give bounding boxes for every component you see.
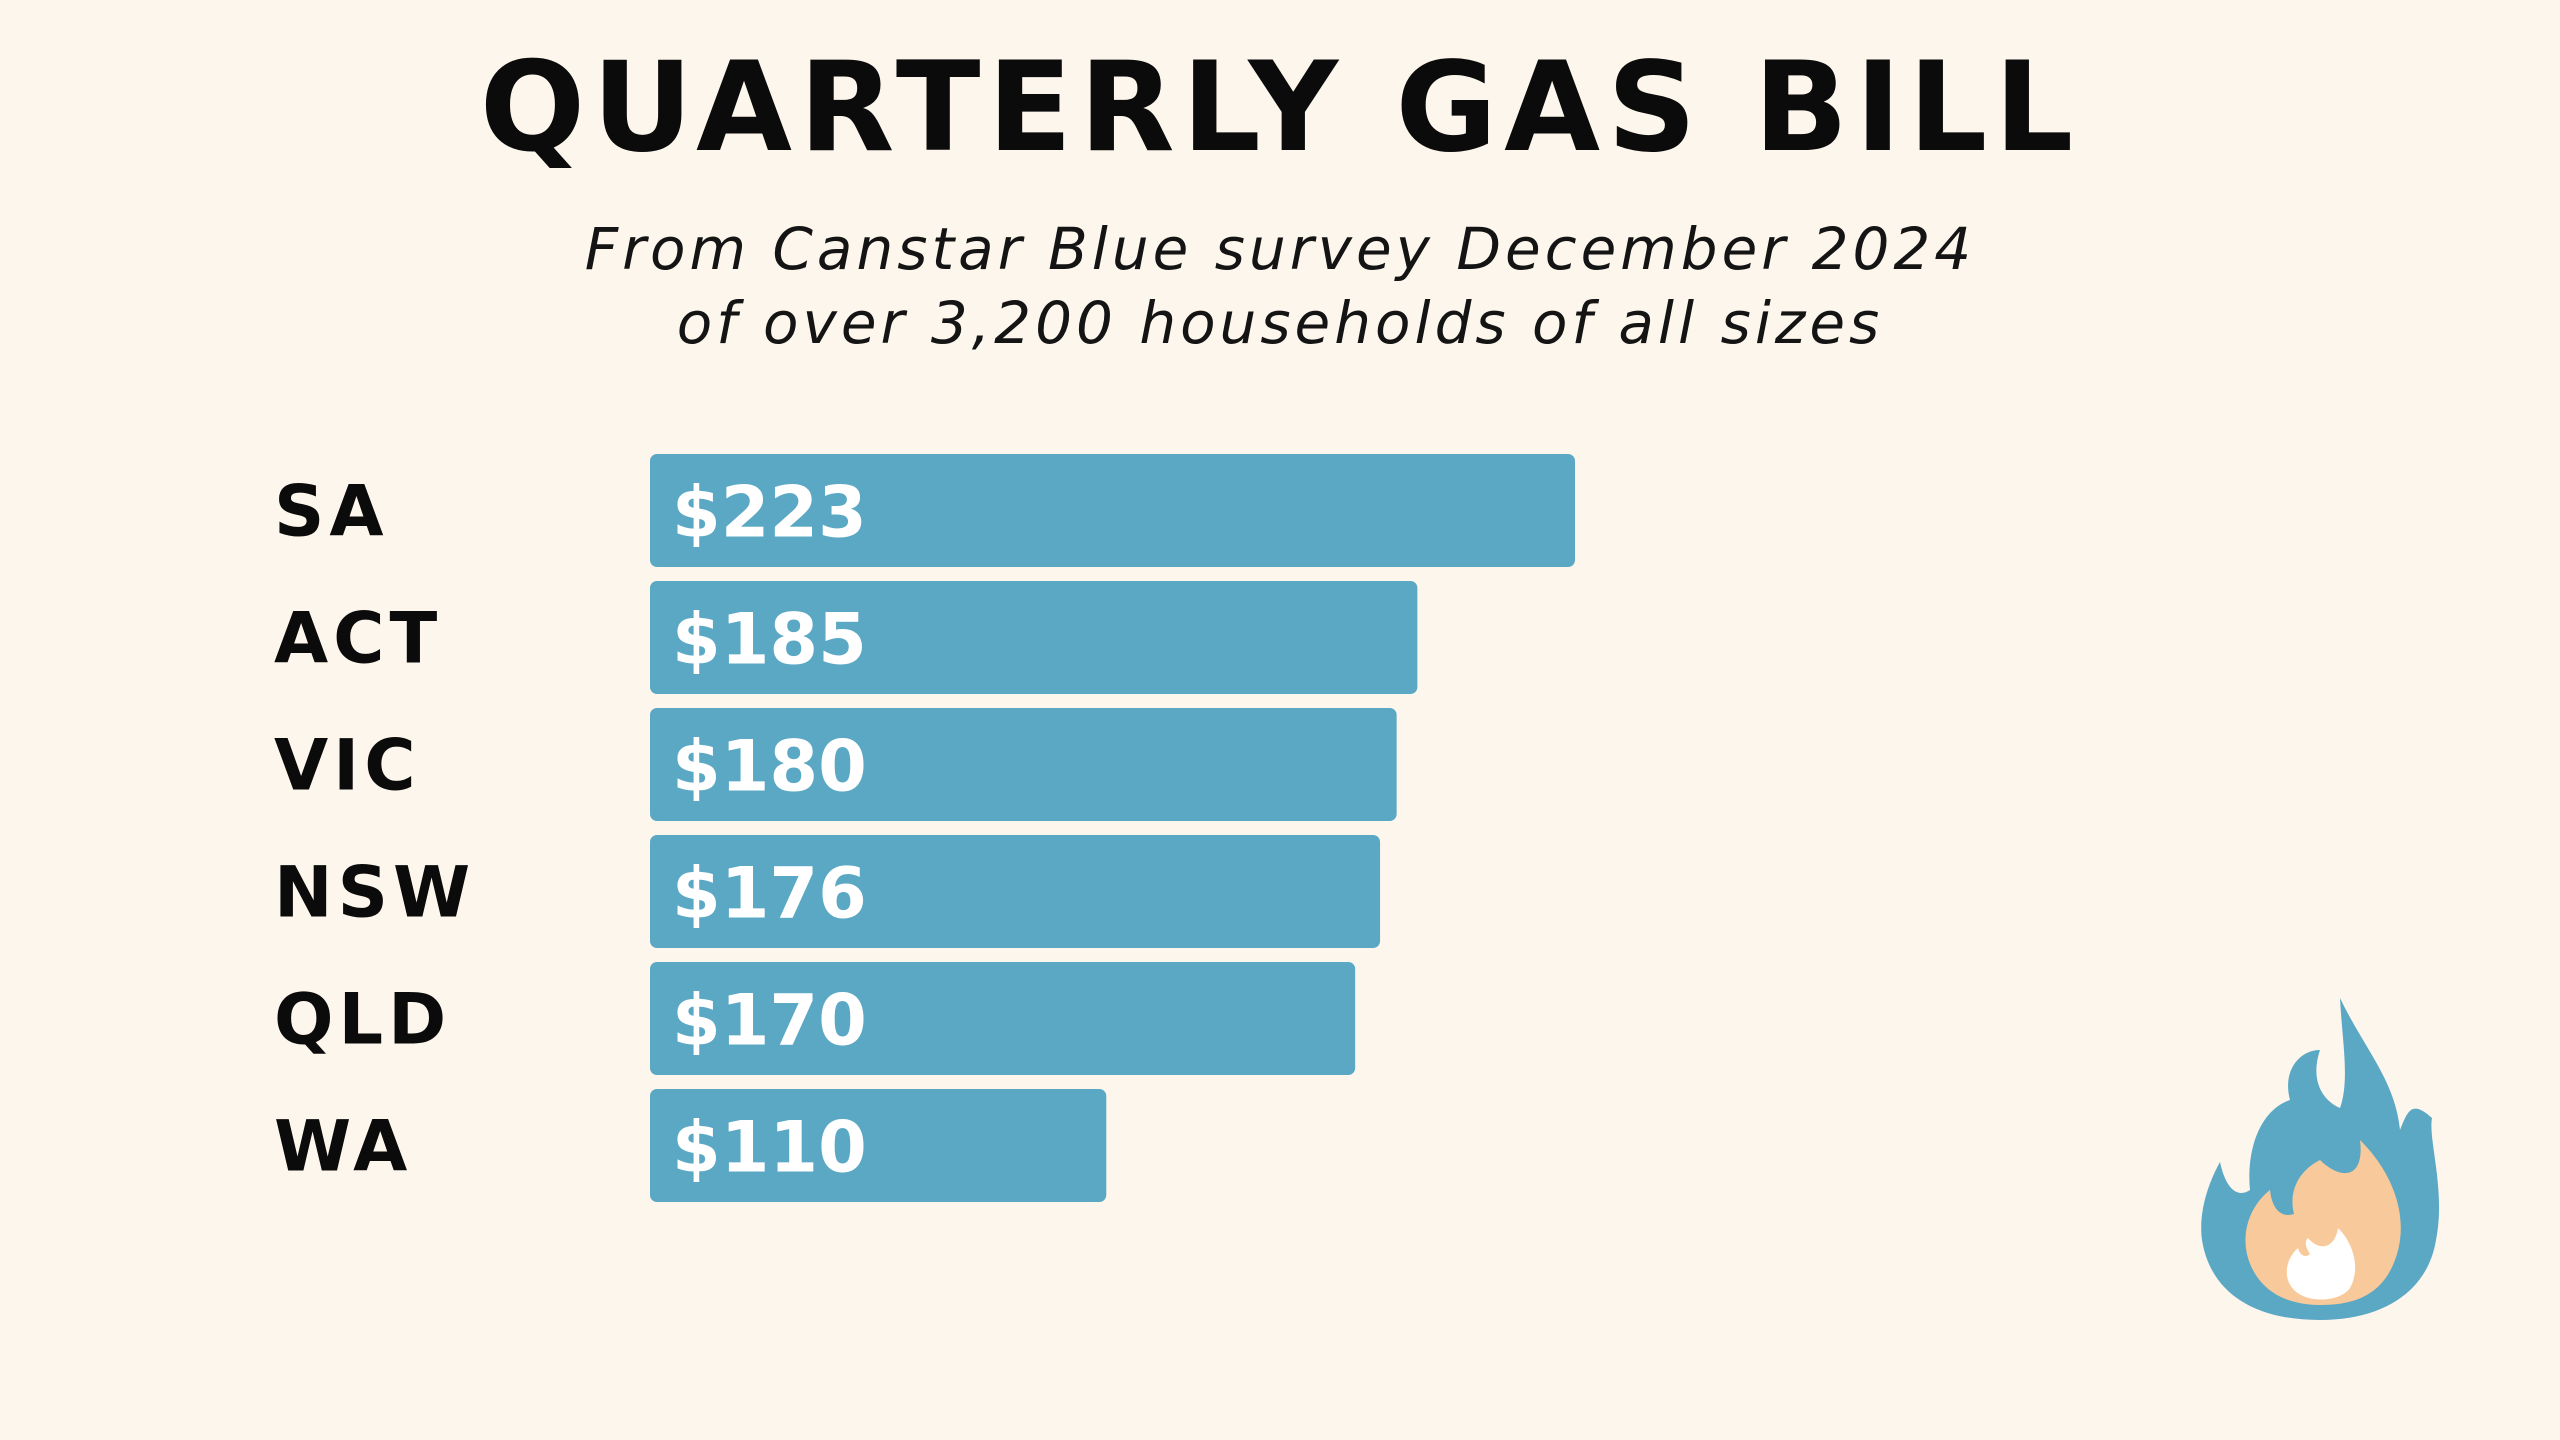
- bar-vic: [650, 708, 1397, 821]
- value-label-qld: $170: [672, 980, 867, 1062]
- category-label-act: ACT: [274, 598, 442, 680]
- bar-act: [650, 581, 1418, 694]
- value-label-wa: $110: [672, 1107, 867, 1189]
- value-label-vic: $180: [672, 726, 867, 808]
- category-label-vic: VIC: [274, 725, 421, 807]
- flame-icon: [2201, 998, 2440, 1320]
- category-label-qld: QLD: [274, 979, 451, 1061]
- category-label-wa: WA: [274, 1106, 412, 1188]
- value-label-nsw: $176: [672, 853, 867, 935]
- flame-inner-icon: [2245, 1140, 2401, 1305]
- subtitle-line-1: From Canstar Blue survey December 2024: [584, 215, 1976, 283]
- bar-qld: [650, 962, 1356, 1075]
- chart-title: QUARTERLY GAS BILL: [479, 36, 2081, 180]
- chart-subtitle: From Canstar Blue survey December 2024 o…: [0, 212, 2560, 360]
- bar-sa: [650, 454, 1575, 567]
- category-label-nsw: NSW: [274, 852, 475, 934]
- bar-wa: [650, 1089, 1107, 1202]
- category-label-sa: SA: [274, 471, 389, 553]
- subtitle-line-2: of over 3,200 households of all sizes: [676, 289, 1884, 357]
- bar-nsw: [650, 835, 1381, 948]
- value-label-act: $185: [672, 599, 867, 681]
- flame-core-icon: [2286, 1228, 2356, 1300]
- value-label-sa: $223: [672, 472, 867, 554]
